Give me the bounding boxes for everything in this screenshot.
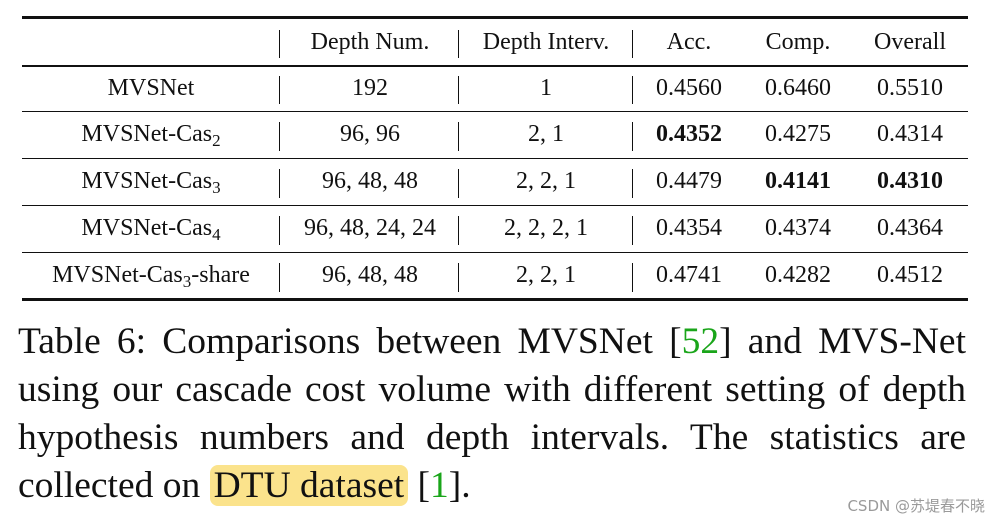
row-divider (22, 252, 968, 253)
highlighted-text: DTU dataset (209, 465, 409, 506)
row-divider (22, 158, 968, 159)
row-1-depth-num: 192 (352, 75, 388, 101)
row-5-acc: 0.4741 (656, 262, 722, 288)
row-5-depth-interv: 2, 2, 1 (516, 262, 576, 288)
citation-link[interactable]: 52 (681, 321, 720, 362)
row-3-comp: 0.4141 (765, 168, 831, 194)
row-5-method: MVSNet-Cas3-share (52, 262, 250, 291)
column-separator (458, 216, 459, 245)
row-2-depth-interv: 2, 1 (528, 121, 564, 147)
column-separator (279, 169, 280, 198)
row-5-comp: 0.4282 (765, 262, 831, 288)
row-3-depth-interv: 2, 2, 1 (516, 168, 576, 194)
column-separator (632, 76, 633, 104)
column-separator (632, 30, 633, 58)
row-3-method: MVSNet-Cas3 (81, 168, 221, 197)
row-4-method: MVSNet-Cas4 (81, 215, 221, 244)
column-separator (458, 263, 459, 292)
column-separator (458, 76, 459, 104)
header-comp: Comp. (765, 29, 831, 55)
header-overall: Overall (874, 29, 946, 55)
row-1-comp: 0.6460 (765, 75, 831, 101)
row-4-comp: 0.4374 (765, 215, 831, 241)
table-caption: Table 6: Comparisons between MVSNet [52]… (18, 321, 967, 506)
row-4-depth-num: 96, 48, 24, 24 (304, 215, 436, 241)
table-header-rule (22, 65, 968, 67)
column-separator (458, 122, 459, 151)
row-2-comp: 0.4275 (765, 121, 831, 147)
row-5-overall: 0.4512 (877, 262, 943, 288)
row-2-overall: 0.4314 (877, 121, 943, 147)
column-separator (279, 30, 280, 58)
column-separator (279, 263, 280, 292)
column-separator (279, 216, 280, 245)
row-divider (22, 111, 968, 112)
column-separator (458, 30, 459, 58)
table-top-rule (22, 16, 968, 19)
row-1-acc: 0.4560 (656, 75, 722, 101)
row-3-depth-num: 96, 48, 48 (322, 168, 418, 194)
column-separator (632, 263, 633, 292)
column-separator (279, 122, 280, 151)
column-separator (279, 76, 280, 104)
row-3-acc: 0.4479 (656, 168, 722, 194)
row-2-depth-num: 96, 96 (340, 121, 400, 147)
row-divider (22, 205, 968, 206)
row-3-overall: 0.4310 (877, 168, 943, 194)
row-2-acc: 0.4352 (656, 121, 722, 147)
row-1-overall: 0.5510 (877, 75, 943, 101)
row-1-depth-interv: 1 (540, 75, 552, 101)
column-separator (458, 169, 459, 198)
column-separator (632, 216, 633, 245)
header-depth-interv: Depth Interv. (482, 29, 610, 55)
header-acc: Acc. (666, 29, 712, 55)
row-4-overall: 0.4364 (877, 215, 943, 241)
column-separator (632, 122, 633, 151)
row-5-depth-num: 96, 48, 48 (322, 262, 418, 288)
citation-link[interactable]: 1 (430, 465, 449, 506)
row-4-depth-interv: 2, 2, 2, 1 (504, 215, 588, 241)
watermark: CSDN @苏堤春不晓 (847, 497, 985, 515)
column-separator (632, 169, 633, 198)
header-depth-num: Depth Num. (310, 29, 430, 55)
row-1-method: MVSNet (107, 75, 195, 101)
table-bottom-rule (22, 298, 968, 301)
row-2-method: MVSNet-Cas2 (81, 121, 221, 150)
row-4-acc: 0.4354 (656, 215, 722, 241)
